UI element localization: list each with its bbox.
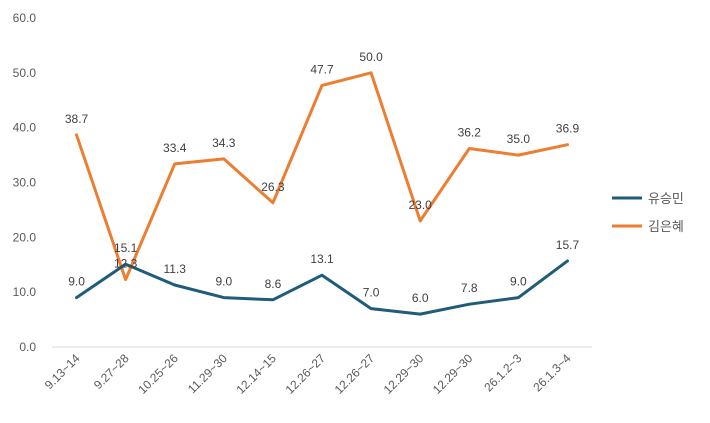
x-tick-label: 12.26~27 xyxy=(283,351,329,397)
data-label: 9.0 xyxy=(68,275,85,289)
x-tick-label: 9.27~28 xyxy=(91,351,132,392)
y-tick-label: 20.0 xyxy=(13,230,37,244)
data-label: 7.8 xyxy=(461,281,478,295)
data-label: 15.7 xyxy=(556,238,580,252)
data-label: 11.3 xyxy=(163,262,186,276)
y-tick-label: 0.0 xyxy=(19,340,36,354)
x-tick-label: 12.14~15 xyxy=(233,351,279,397)
legend-label: 김은혜 xyxy=(648,219,684,234)
data-label: 50.0 xyxy=(359,50,383,64)
y-tick-label: 10.0 xyxy=(13,285,37,299)
data-label: 47.7 xyxy=(310,62,334,76)
y-tick-label: 60.0 xyxy=(13,11,37,25)
y-tick-label: 30.0 xyxy=(13,176,37,190)
data-label: 33.4 xyxy=(163,141,187,155)
x-tick-label: 26.1.2~3 xyxy=(481,351,524,394)
legend-label: 유승민 xyxy=(648,191,684,206)
x-tick-label: 10.25~26 xyxy=(135,351,181,397)
data-label: 6.0 xyxy=(412,291,429,305)
x-tick-label: 9.13~14 xyxy=(42,351,83,392)
data-label: 23.0 xyxy=(409,198,433,212)
data-label: 36.9 xyxy=(556,122,580,136)
x-tick-label: 26.1.3~4 xyxy=(530,351,573,394)
data-label: 38.7 xyxy=(65,112,89,126)
x-tick-label: 11.29~30 xyxy=(185,351,230,396)
data-label: 9.0 xyxy=(510,275,527,289)
data-label: 35.0 xyxy=(507,132,531,146)
data-label: 13.1 xyxy=(310,252,334,266)
data-label: 26.3 xyxy=(261,180,285,194)
series-line-yu-seungmin xyxy=(75,259,569,316)
data-label: 34.3 xyxy=(212,136,236,150)
y-tick-label: 50.0 xyxy=(13,66,37,80)
series-line-kim-eunhye xyxy=(75,71,569,282)
x-tick-label: 12.29~30 xyxy=(381,351,427,397)
x-tick-label: 12.29~30 xyxy=(430,351,476,397)
data-label: 36.2 xyxy=(458,126,482,140)
data-label: 15.1 xyxy=(114,241,138,255)
data-label: 12.3 xyxy=(114,257,138,271)
x-tick-label: 12.26~27 xyxy=(332,351,378,397)
y-tick-label: 40.0 xyxy=(13,121,37,135)
data-label: 9.0 xyxy=(215,275,232,289)
data-label: 8.6 xyxy=(265,277,282,291)
data-label: 7.0 xyxy=(363,286,380,300)
